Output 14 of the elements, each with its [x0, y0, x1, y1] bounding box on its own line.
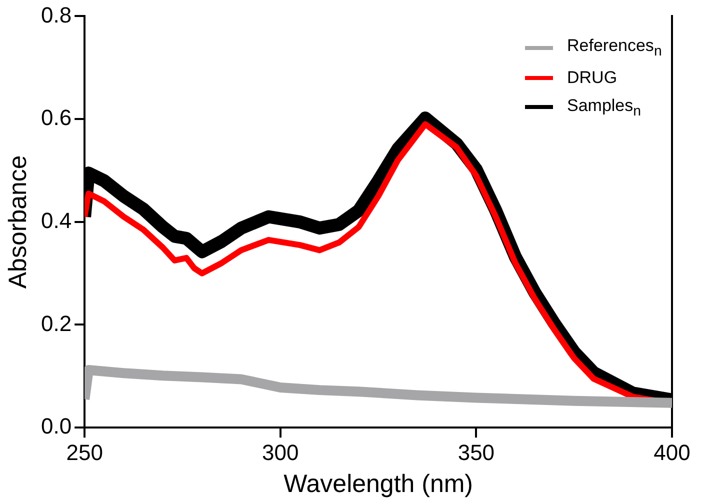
y-tick-label: 0.4: [40, 208, 72, 233]
x-tick-label: 300: [262, 440, 299, 465]
y-axis-title: Absorbance: [4, 155, 32, 289]
y-tick-label: 0.2: [40, 310, 72, 336]
legend-label: References$_{n}$: [567, 36, 662, 60]
y-tick-label: 0.6: [40, 105, 72, 130]
x-tick-label: 350: [458, 440, 495, 465]
x-tick-label: 400: [654, 440, 690, 465]
y-tick-label: 0.8: [40, 2, 72, 28]
legend-label: Samples$_{n}$: [567, 96, 642, 119]
x-tick-label: 250: [66, 440, 103, 465]
y-tick-label: 0.0: [40, 414, 72, 439]
legend-label: DRUG: [567, 68, 618, 88]
x-axis-title: Wavelength (nm): [284, 470, 473, 498]
